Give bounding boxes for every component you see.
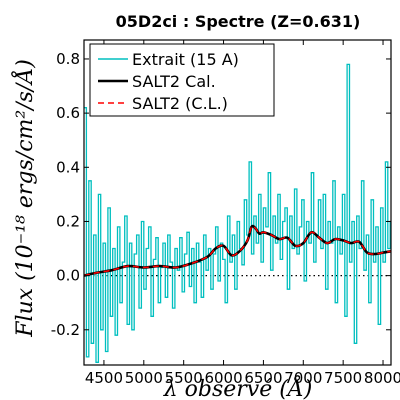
y-tick-label: 0.8 [56, 50, 80, 68]
x-tick-label: 6000 [204, 369, 242, 387]
legend: Extrait (15 A) SALT2 Cal. SALT2 (C.L.) [89, 43, 275, 117]
y-tick-label: 0.6 [56, 104, 80, 122]
y-tick-label: 0.4 [56, 158, 80, 176]
plot-area: 4500 5000 5500 6000 6500 7000 7500 8000 -0.2 0.0 0… [51, 39, 400, 387]
y-tick-label: -0.2 [51, 321, 80, 339]
legend-entry-1: Extrait (15 A) [132, 50, 239, 69]
y-axis-label: Flux (10⁻¹⁸ ergs/cm²/s/Å) [10, 59, 38, 338]
legend-entry-2: SALT2 Cal. [132, 72, 216, 91]
series-line-3 [84, 225, 391, 277]
x-tick-label: 5000 [125, 369, 163, 387]
x-axis-label: λ observé (Å) [163, 374, 313, 400]
x-tick-label: 5500 [165, 369, 203, 387]
y-tick-label: 0.0 [56, 267, 80, 285]
x-tick-label: 4500 [85, 369, 123, 387]
x-tick-label: 8000 [364, 369, 400, 387]
x-tick-label: 6500 [244, 369, 282, 387]
legend-entry-3: SALT2 (C.L.) [132, 94, 228, 113]
series-line-1 [84, 63, 391, 363]
chart-title: 05D2ci : Spectre (Z=0.631) [116, 12, 361, 31]
y-tick-label: 0.2 [56, 212, 80, 230]
plot-frame [83, 39, 392, 366]
x-tick-label: 7500 [324, 369, 362, 387]
x-tick-label: 7000 [284, 369, 322, 387]
